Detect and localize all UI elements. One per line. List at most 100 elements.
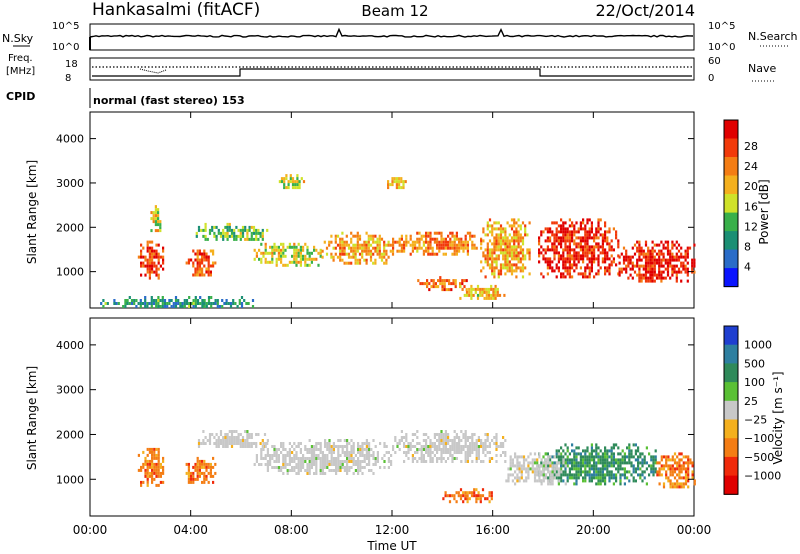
echo-cell <box>284 463 287 466</box>
echo-cell <box>667 476 670 480</box>
echo-cell <box>328 445 331 448</box>
echo-cell <box>513 269 516 273</box>
echo-cell <box>466 439 469 442</box>
echo-cell <box>588 455 591 459</box>
echo-cell <box>606 239 609 243</box>
echo-cell <box>493 257 496 261</box>
echo-cell <box>337 463 340 466</box>
echo-cell <box>177 302 180 305</box>
echo-cell <box>544 452 548 456</box>
echo-cell <box>558 467 561 471</box>
echo-cell <box>275 448 278 451</box>
echo-cell <box>675 276 678 280</box>
echo-cell <box>436 231 439 235</box>
echo-cell <box>420 451 423 454</box>
echo-cell <box>255 251 258 255</box>
echo-cell <box>525 458 528 462</box>
echo-cell <box>142 465 145 469</box>
echo-cell <box>444 246 447 250</box>
echo-cell <box>533 473 537 477</box>
echo-cell <box>680 279 683 283</box>
echo-cell <box>667 458 670 462</box>
echo-cell <box>102 299 105 302</box>
echo-cell <box>372 463 375 466</box>
echo-cell <box>196 299 200 302</box>
echo-cell <box>431 246 434 250</box>
echo-cell <box>239 439 242 442</box>
echo-cell <box>637 449 640 453</box>
echo-cell <box>440 448 443 451</box>
echo-cell <box>420 460 423 463</box>
echo-cell <box>606 458 609 462</box>
echo-cell <box>310 257 313 261</box>
echo-cell <box>248 225 251 229</box>
echo-cell <box>133 299 136 302</box>
echo-cell <box>416 460 419 463</box>
echo-cell <box>606 269 609 273</box>
echo-cell <box>590 479 593 483</box>
echo-cell <box>625 270 628 274</box>
echo-cell <box>577 230 580 234</box>
echo-cell <box>492 296 495 300</box>
echo-cell <box>536 473 539 477</box>
echo-cell <box>631 255 634 259</box>
echo-cell <box>540 482 543 486</box>
echo-cell <box>310 260 313 264</box>
echo-cell <box>198 270 201 274</box>
echo-cell <box>671 255 674 259</box>
echo-cell <box>339 258 342 262</box>
echo-cell <box>610 245 613 249</box>
echo-cell <box>250 237 253 241</box>
echo-cell <box>411 457 414 460</box>
echo-cell <box>365 439 368 442</box>
echo-cell <box>682 461 685 465</box>
echo-cell <box>264 257 267 261</box>
echo-cell <box>655 276 659 280</box>
echo-cell <box>579 257 582 261</box>
echo-cell <box>243 299 246 302</box>
echo-cell <box>488 491 491 495</box>
echo-cell <box>130 299 134 302</box>
echo-cell <box>544 260 547 264</box>
echo-cell <box>151 480 154 484</box>
echo-cell <box>520 464 523 468</box>
echo-cell <box>196 474 199 478</box>
echo-cell <box>555 248 558 252</box>
echo-cell <box>146 267 149 271</box>
echo-cell <box>317 263 320 267</box>
echo-cell <box>466 451 469 454</box>
echo-cell <box>365 258 368 262</box>
echo-cell <box>584 227 587 231</box>
echo-cell <box>582 458 585 462</box>
echo-cell <box>566 266 569 270</box>
echo-cell <box>319 472 322 475</box>
echo-cell <box>481 293 484 297</box>
echo-cell <box>553 467 556 471</box>
echo-cell <box>448 279 451 283</box>
echo-cell <box>462 500 465 504</box>
echo-cell <box>275 260 278 264</box>
echo-cell <box>599 479 602 483</box>
echo-cell <box>302 457 305 460</box>
echo-cell <box>341 252 344 256</box>
echo-cell <box>414 457 417 460</box>
echo-cell <box>593 260 596 264</box>
echo-cell <box>599 458 602 462</box>
echo-cell <box>588 260 591 264</box>
echo-cell <box>332 460 335 463</box>
echo-cell <box>433 445 436 448</box>
echo-cell <box>332 246 335 250</box>
echo-cell <box>502 248 505 252</box>
echo-cell <box>339 439 342 442</box>
echo-cell <box>302 454 305 457</box>
echo-cell <box>224 225 227 229</box>
echo-cell <box>217 228 220 232</box>
echo-cell <box>471 442 474 445</box>
echo-cell <box>315 442 318 445</box>
echo-cell <box>521 236 525 240</box>
echo-region <box>392 231 483 256</box>
echo-cell <box>586 470 589 474</box>
echo-cell <box>542 275 545 279</box>
echo-cell <box>450 288 453 292</box>
